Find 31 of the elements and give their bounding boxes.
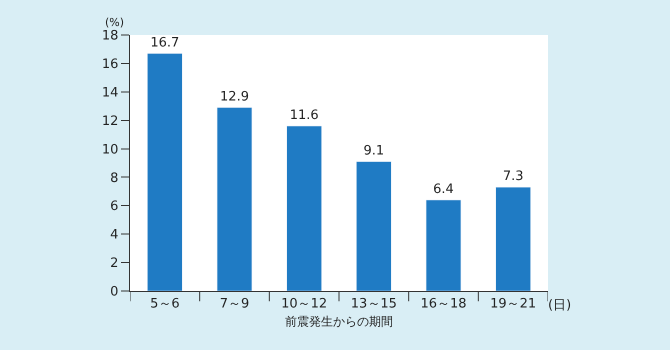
y-tick-label: 6 xyxy=(110,199,118,214)
data-label: 7.3 xyxy=(502,169,524,184)
y-tick-label: 2 xyxy=(110,256,118,272)
x-tick-label: 5～6 xyxy=(150,296,180,312)
y-tick-label: 16 xyxy=(102,56,118,72)
data-label: 12.9 xyxy=(220,90,249,105)
y-tick-label: 8 xyxy=(110,170,118,186)
bar xyxy=(426,200,462,291)
text: (日) xyxy=(548,298,572,313)
x-tick-label: 19～21 xyxy=(490,296,536,312)
data-label: 11.6 xyxy=(290,108,319,124)
data-label: 16.7 xyxy=(150,35,180,50)
y-tick-label: 0 xyxy=(110,284,118,300)
y-tick-label: 18 xyxy=(102,28,118,44)
x-tick-label: 13～15 xyxy=(350,296,397,312)
bar xyxy=(356,161,392,291)
bar xyxy=(496,186,531,291)
x-tick-label: 7～9 xyxy=(220,296,250,312)
y-tick-label: 14 xyxy=(102,85,118,100)
y-tick-label: 10 xyxy=(102,142,118,158)
y-axis-title: (%) xyxy=(105,16,124,29)
data-label: 6.4 xyxy=(433,182,454,197)
bar xyxy=(286,126,322,291)
bar xyxy=(216,107,252,291)
x-tick-label: 10～12 xyxy=(281,296,328,312)
x-axis-title: 前震発生からの期間 xyxy=(285,314,393,328)
x-tick-label: 16～18 xyxy=(420,296,467,312)
y-tick-label: 12 xyxy=(102,114,118,129)
bar xyxy=(147,53,182,291)
y-tick-label: 4 xyxy=(110,228,118,243)
data-label: 9.1 xyxy=(363,144,384,159)
